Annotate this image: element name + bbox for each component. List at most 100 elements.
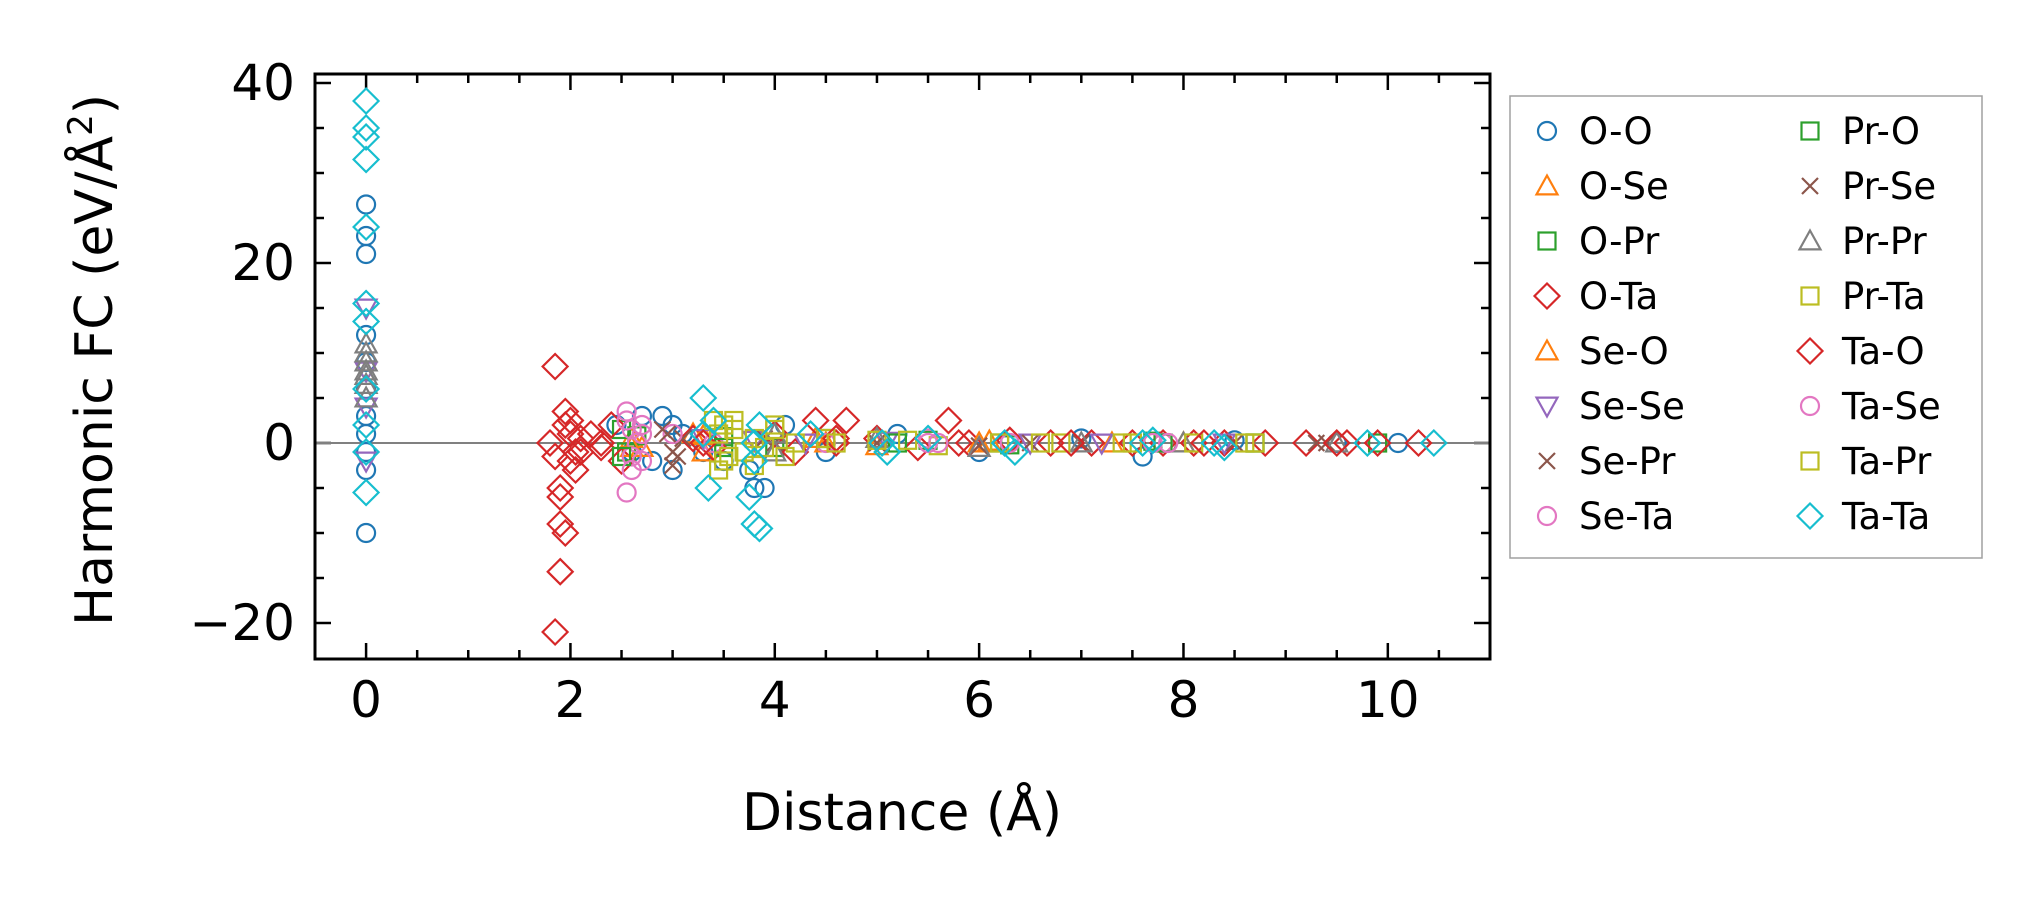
data-point: [734, 442, 754, 462]
data-point: [970, 436, 988, 455]
legend-entry: Se-O: [1534, 330, 1669, 373]
legend-label: O-Se: [1579, 165, 1669, 208]
legend-label: Ta-Ta: [1841, 495, 1930, 538]
data-point: [551, 518, 580, 548]
data-point: [1210, 433, 1239, 462]
data-point: [1132, 446, 1153, 467]
data-point: [928, 432, 949, 454]
legend-marker: [1536, 120, 1558, 142]
x-tick-label: 10: [1356, 671, 1420, 729]
data-point: [740, 428, 769, 458]
y-axis-label-close: ): [65, 94, 125, 114]
legend-entry: O-O: [1536, 110, 1653, 153]
x-tick-label: 8: [1168, 671, 1200, 729]
legend-label: Ta-O: [1841, 330, 1925, 373]
data-point: [662, 423, 683, 445]
data-point: [793, 433, 818, 456]
legend-marker: [1799, 395, 1821, 417]
data-point: [1419, 428, 1448, 458]
data-point: [611, 446, 632, 467]
data-point: [745, 410, 774, 440]
data-point: [944, 428, 973, 458]
data-point: [1332, 428, 1362, 458]
data-point: [587, 433, 616, 462]
data-point: [1068, 430, 1094, 453]
data-point: [561, 437, 590, 467]
legend-entry: Ta-O: [1795, 330, 1925, 373]
data-point: [658, 425, 677, 443]
data-point: [1051, 433, 1071, 453]
data-point: [352, 478, 381, 507]
data-point: [1353, 428, 1382, 458]
data-point: [1251, 428, 1280, 458]
legend-entry: Pr-Se: [1801, 165, 1936, 208]
data-point: [1036, 428, 1065, 458]
legend-entry: O-Pr: [1537, 220, 1660, 263]
legend: O-O O-Se O-Pr O-Ta Se-O Se-Se Se-Pr Se-Ta Pr-O Pr…: [1509, 95, 1983, 559]
data-point: [352, 374, 381, 404]
data-point: [631, 423, 653, 445]
data-point: [616, 482, 637, 503]
axes-border: [313, 72, 1492, 661]
data-point: [1000, 437, 1029, 467]
legend-entry: O-Ta: [1532, 275, 1658, 318]
y-axis-label-main: Harmonic FC (eV/Å: [63, 135, 125, 626]
data-point: [352, 212, 381, 242]
data-point: [352, 307, 381, 336]
legend-label: Se-O: [1579, 330, 1669, 373]
data-point: [796, 419, 825, 449]
data-point: [566, 424, 595, 453]
legend-marker: [1795, 501, 1825, 531]
data-point: [1324, 430, 1350, 453]
data-point: [1138, 426, 1167, 455]
data-point: [873, 437, 902, 467]
data-point: [535, 428, 565, 458]
data-point: [754, 477, 775, 499]
legend-marker: [1800, 451, 1820, 471]
data-point: [762, 439, 788, 462]
data-point: [353, 349, 379, 372]
legend-label: O-Ta: [1579, 275, 1658, 318]
series-ta-ta: [352, 86, 1448, 543]
legend-marker: [1800, 286, 1820, 306]
legend-marker: [1801, 177, 1819, 195]
y-tick-label: −20: [189, 594, 295, 652]
data-point: [352, 122, 381, 152]
data-point: [355, 243, 377, 265]
tick-labels: 0 2 4 6 8 10 −20 0 20 40: [189, 54, 1419, 729]
data-point: [1368, 433, 1388, 453]
data-point: [714, 451, 734, 471]
legend-box: [1509, 95, 1983, 559]
data-point: [674, 429, 692, 448]
data-point: [832, 406, 861, 435]
data-point: [1171, 430, 1196, 453]
data-point: [546, 509, 575, 539]
legend-marker: [1532, 281, 1562, 311]
y-axis-label-superscript: 2: [61, 114, 101, 136]
legend-entry: Pr-Ta: [1800, 275, 1926, 318]
data-point: [719, 446, 739, 467]
legend-label: Se-Ta: [1579, 495, 1674, 538]
data-point: [1017, 433, 1043, 456]
data-point: [1077, 428, 1106, 458]
y-tick-label: 20: [231, 234, 295, 292]
x-tick-label: 6: [963, 671, 995, 729]
data-point: [642, 450, 663, 472]
data-point: [826, 433, 846, 453]
legend-marker: [1534, 396, 1560, 419]
x-axis-label: Distance (Å): [742, 781, 1062, 843]
data-point: [703, 410, 724, 431]
legend-label: O-O: [1579, 110, 1653, 153]
data-point: [1189, 428, 1218, 458]
data-point: [556, 419, 585, 449]
legend-marker: [1538, 452, 1556, 470]
data-point: [355, 522, 377, 544]
axes-frame: [315, 74, 1490, 659]
data-point: [775, 446, 795, 467]
legend-marker: [1536, 505, 1558, 527]
data-point: [668, 447, 687, 466]
data-point: [631, 414, 653, 436]
data-point: [745, 514, 774, 543]
data-point: [754, 437, 775, 458]
data-point: [1225, 434, 1244, 452]
